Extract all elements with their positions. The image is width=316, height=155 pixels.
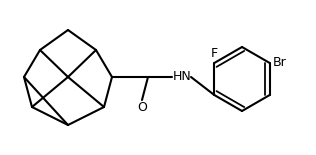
Text: O: O	[137, 101, 147, 114]
Text: Br: Br	[273, 57, 287, 69]
Text: HN: HN	[173, 71, 192, 84]
Text: F: F	[211, 47, 218, 60]
